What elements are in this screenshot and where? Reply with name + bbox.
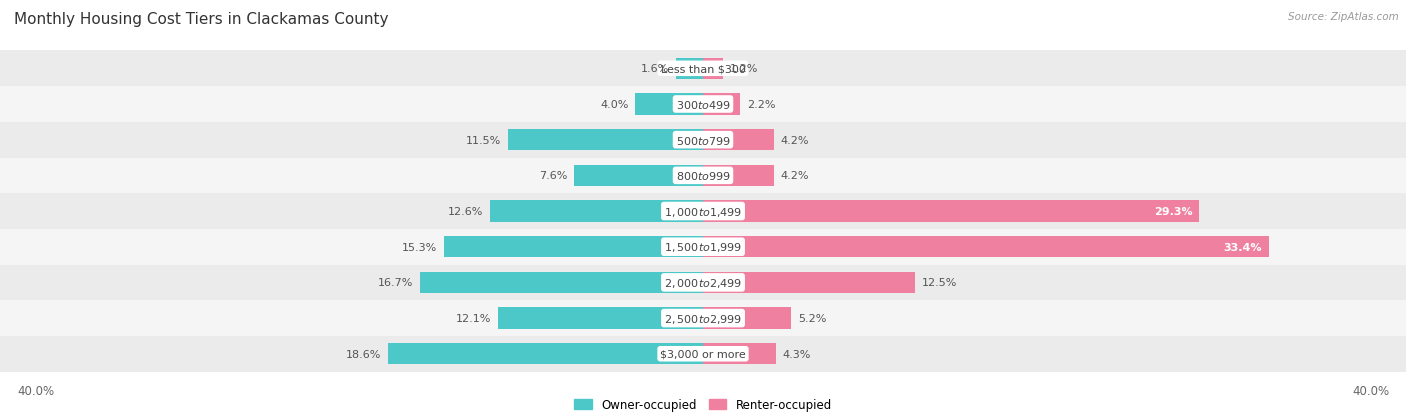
- Bar: [0, 265, 1406, 301]
- Text: $2,000 to $2,499: $2,000 to $2,499: [664, 276, 742, 289]
- Text: 1.6%: 1.6%: [641, 64, 669, 74]
- Bar: [444, 236, 703, 258]
- Text: 18.6%: 18.6%: [346, 349, 381, 359]
- Bar: [703, 343, 776, 365]
- Text: $800 to $999: $800 to $999: [675, 170, 731, 182]
- Text: Monthly Housing Cost Tiers in Clackamas County: Monthly Housing Cost Tiers in Clackamas …: [14, 12, 388, 27]
- Text: 7.6%: 7.6%: [538, 171, 568, 181]
- Text: Source: ZipAtlas.com: Source: ZipAtlas.com: [1288, 12, 1399, 22]
- Bar: [498, 308, 703, 329]
- Text: 15.3%: 15.3%: [402, 242, 437, 252]
- Text: 40.0%: 40.0%: [17, 384, 53, 397]
- Text: $2,500 to $2,999: $2,500 to $2,999: [664, 312, 742, 325]
- Bar: [703, 272, 915, 293]
- Bar: [420, 272, 703, 293]
- Bar: [636, 94, 703, 115]
- Bar: [0, 123, 1406, 158]
- Bar: [0, 301, 1406, 336]
- Text: 4.0%: 4.0%: [600, 100, 628, 110]
- Text: 1.2%: 1.2%: [730, 64, 758, 74]
- Text: 12.5%: 12.5%: [921, 278, 957, 288]
- Bar: [574, 165, 703, 187]
- Bar: [0, 87, 1406, 123]
- Bar: [703, 130, 775, 151]
- Text: Less than $300: Less than $300: [661, 64, 745, 74]
- Text: 11.5%: 11.5%: [467, 135, 502, 145]
- Bar: [0, 229, 1406, 265]
- Bar: [0, 51, 1406, 87]
- Text: $3,000 or more: $3,000 or more: [661, 349, 745, 359]
- Text: $300 to $499: $300 to $499: [675, 99, 731, 111]
- Bar: [703, 201, 1199, 222]
- Bar: [703, 165, 775, 187]
- Text: 40.0%: 40.0%: [1353, 384, 1389, 397]
- Bar: [0, 158, 1406, 194]
- Text: 29.3%: 29.3%: [1154, 206, 1192, 216]
- Text: 12.6%: 12.6%: [447, 206, 482, 216]
- Text: 4.2%: 4.2%: [780, 135, 810, 145]
- Legend: Owner-occupied, Renter-occupied: Owner-occupied, Renter-occupied: [574, 398, 832, 411]
- Text: 4.2%: 4.2%: [780, 171, 810, 181]
- Text: 33.4%: 33.4%: [1223, 242, 1263, 252]
- Text: $1,500 to $1,999: $1,500 to $1,999: [664, 241, 742, 254]
- Bar: [703, 94, 741, 115]
- Bar: [388, 343, 703, 365]
- Text: $500 to $799: $500 to $799: [675, 134, 731, 146]
- Bar: [508, 130, 703, 151]
- Bar: [0, 194, 1406, 229]
- Bar: [703, 59, 723, 80]
- Bar: [489, 201, 703, 222]
- Text: 5.2%: 5.2%: [797, 313, 827, 323]
- Text: 16.7%: 16.7%: [378, 278, 413, 288]
- Text: 2.2%: 2.2%: [747, 100, 776, 110]
- Bar: [676, 59, 703, 80]
- Text: 12.1%: 12.1%: [456, 313, 491, 323]
- Bar: [0, 336, 1406, 372]
- Bar: [703, 308, 792, 329]
- Text: 4.3%: 4.3%: [783, 349, 811, 359]
- Text: $1,000 to $1,499: $1,000 to $1,499: [664, 205, 742, 218]
- Bar: [703, 236, 1268, 258]
